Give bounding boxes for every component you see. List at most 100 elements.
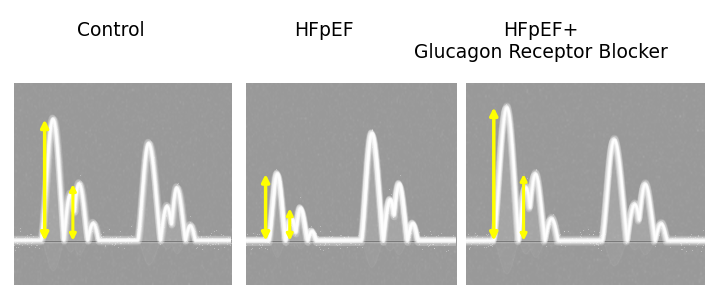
Point (251, 232, 263, 237)
Point (205, 233, 216, 238)
Point (280, 237, 291, 242)
Point (262, 240, 273, 244)
Point (256, 242, 268, 247)
Point (518, 188, 529, 193)
Point (676, 246, 688, 251)
Point (370, 154, 382, 159)
Point (483, 243, 494, 248)
Point (686, 248, 698, 253)
Point (377, 237, 389, 242)
Point (675, 240, 686, 245)
Point (384, 200, 396, 205)
Point (411, 233, 422, 238)
Point (284, 211, 295, 215)
Point (26, 236, 37, 241)
Point (548, 211, 559, 216)
Point (387, 215, 399, 219)
Point (43, 155, 54, 159)
Point (366, 132, 377, 137)
Point (657, 231, 669, 236)
Point (461, 240, 472, 245)
Point (62, 200, 73, 204)
Point (171, 184, 182, 189)
Point (571, 238, 582, 242)
Point (97, 230, 108, 235)
Point (391, 193, 402, 198)
Point (176, 205, 187, 210)
Point (291, 222, 303, 226)
Point (120, 239, 131, 244)
Point (110, 235, 122, 239)
Point (653, 229, 664, 234)
Point (157, 233, 168, 238)
Point (466, 242, 477, 247)
Point (127, 239, 138, 244)
Point (563, 237, 575, 242)
Point (133, 236, 145, 241)
Point (164, 220, 175, 225)
Point (428, 242, 439, 247)
Point (271, 167, 282, 172)
Point (261, 238, 272, 243)
Point (439, 234, 450, 239)
Point (566, 236, 577, 241)
Point (217, 232, 229, 237)
Point (55, 184, 66, 188)
Point (184, 214, 195, 219)
Point (678, 245, 689, 250)
Point (342, 233, 354, 238)
Point (357, 215, 369, 220)
Point (428, 241, 439, 246)
Point (463, 245, 474, 250)
Point (334, 236, 345, 240)
Point (182, 223, 194, 228)
Point (592, 243, 604, 247)
Point (179, 222, 190, 227)
Point (305, 224, 317, 229)
Point (685, 231, 696, 236)
Point (196, 234, 207, 238)
Point (331, 242, 342, 247)
Point (103, 227, 114, 231)
Point (609, 137, 620, 142)
Point (535, 200, 546, 204)
Point (486, 232, 498, 237)
Point (211, 238, 222, 243)
Point (163, 216, 174, 220)
Point (53, 155, 64, 159)
Point (508, 151, 519, 156)
Point (384, 198, 395, 203)
Point (589, 228, 600, 233)
Point (122, 241, 133, 246)
Point (224, 234, 236, 239)
Point (222, 235, 234, 240)
Point (661, 237, 673, 242)
Point (46, 126, 57, 131)
Point (49, 132, 61, 137)
Point (45, 122, 56, 127)
Point (404, 223, 415, 228)
Point (392, 182, 404, 187)
Point (260, 232, 271, 237)
Point (206, 242, 218, 247)
Point (123, 236, 135, 241)
Point (49, 120, 61, 125)
Point (347, 239, 359, 244)
Point (404, 234, 416, 239)
Point (693, 238, 705, 242)
Point (261, 247, 272, 251)
Point (110, 236, 122, 240)
Point (674, 241, 686, 245)
Point (95, 234, 107, 239)
Point (320, 242, 331, 247)
Point (143, 141, 155, 146)
Point (16, 239, 27, 244)
Point (189, 235, 201, 240)
Point (122, 240, 134, 245)
Point (189, 228, 200, 232)
Point (500, 102, 511, 107)
Point (253, 245, 265, 250)
Point (684, 233, 696, 238)
Point (259, 240, 271, 245)
Point (21, 242, 33, 247)
